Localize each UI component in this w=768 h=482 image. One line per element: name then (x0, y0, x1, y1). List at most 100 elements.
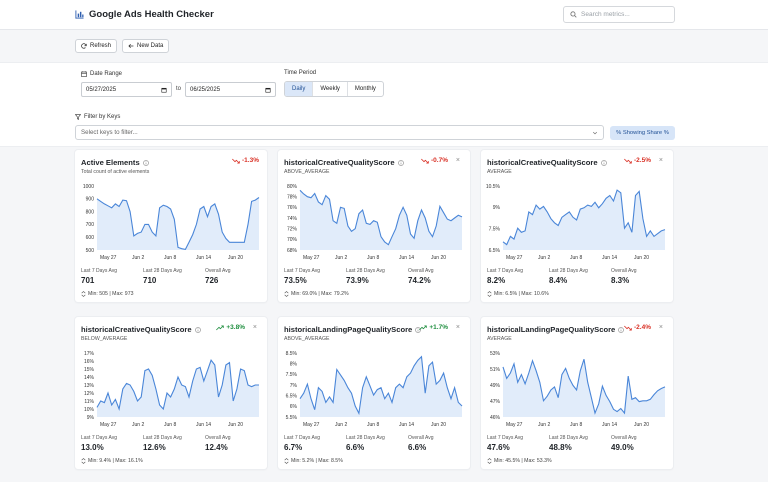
x-tick-label: Jun 8 (164, 255, 176, 261)
close-icon[interactable]: × (658, 157, 663, 164)
info-icon[interactable] (415, 326, 422, 333)
y-tick-label: 68% (287, 248, 298, 254)
start-date-input[interactable]: 05/27/2025 (81, 82, 172, 97)
refresh-button[interactable]: Refresh (75, 39, 118, 53)
stat-label: Overall Avg (611, 435, 637, 441)
chart-area (300, 190, 462, 250)
y-tick-label: 74% (287, 216, 298, 222)
card-title-text: historicalCreativeQualityScore (81, 325, 192, 334)
new-data-button[interactable]: New Data (122, 39, 170, 53)
metric-card: historicalLandingPageQualityScore AVERAGE… (481, 317, 673, 469)
card-subtitle: ABOVE_AVERAGE (284, 336, 330, 342)
change-badge: -2.5% (624, 157, 651, 164)
stat-value: 49.0% (611, 443, 634, 452)
stat-value: 726 (205, 276, 219, 285)
info-icon[interactable] (142, 159, 149, 166)
stat-label: Last 7 Days Avg (487, 268, 524, 274)
card-title: Active Elements (81, 158, 149, 167)
stat-value: 73.9% (346, 276, 369, 285)
metric-chart: 53% 51% 49% 47% 46% May 27 Jun 2 Jun 8 Jun 14 Jun… (490, 351, 666, 428)
stat-label: Overall Avg (611, 268, 637, 274)
calendar-icon[interactable] (265, 87, 271, 93)
stat-label: Overall Avg (205, 435, 231, 441)
chart-line (299, 355, 463, 416)
period-weekly-button[interactable]: Weekly (313, 82, 348, 96)
start-date-value: 05/27/2025 (86, 86, 117, 93)
x-tick-label: Jun 2 (335, 255, 347, 261)
min-max-text: Min: 9.4% | Max: 16.1% (88, 458, 143, 464)
min-max-range: Min: 9.4% | Max: 16.1% (81, 458, 143, 464)
y-tick-label: 17% (84, 351, 95, 357)
metric-chart: 10.5% 9% 7.5% 6.5% May 27 Jun 2 Jun 8 Jun 14 Jun… (486, 184, 666, 261)
card-title: historicalCreativeQualityScore (487, 158, 607, 167)
range-icon (487, 291, 492, 297)
close-icon[interactable]: × (252, 324, 257, 331)
y-tick-label: 47% (490, 399, 501, 405)
close-icon[interactable]: × (658, 324, 663, 331)
card-title: historicalLandingPageQualityScore (284, 325, 422, 334)
stat-block: Last 7 Days Avg 73.5% (284, 268, 320, 285)
calendar-icon[interactable] (161, 87, 167, 93)
x-tick-label: Jun 20 (634, 255, 649, 261)
x-tick-label: Jun 8 (570, 422, 582, 428)
x-tick-label: Jun 8 (570, 255, 582, 261)
stat-value: 13.0% (81, 443, 104, 452)
end-date-value: 06/25/2025 (190, 86, 221, 93)
period-monthly-button[interactable]: Monthly (354, 86, 376, 92)
chart-line (96, 197, 260, 251)
trend-down-icon (232, 158, 240, 164)
toolbar: Refresh New Data (75, 39, 170, 53)
metric-chart: 8.5% 8% 7.5% 7% 6.5% 6% 5.5% May 27 Jun 2 Jun 8 Ju… (286, 351, 463, 428)
stat-label: Last 28 Days Avg (143, 435, 182, 441)
refresh-label: Refresh (90, 43, 112, 49)
search-input[interactable] (581, 11, 669, 18)
min-max-range: Min: 5.2% | Max: 8.5% (284, 458, 343, 464)
y-tick-label: 6.5% (286, 393, 298, 399)
stat-value: 48.8% (549, 443, 572, 452)
y-tick-label: 76% (287, 205, 298, 211)
stat-block: Last 7 Days Avg 13.0% (81, 435, 117, 452)
x-tick-label: Jun 14 (399, 255, 414, 261)
info-icon[interactable] (397, 159, 404, 166)
card-title-text: Active Elements (81, 158, 140, 167)
info-icon[interactable] (600, 159, 607, 166)
close-icon[interactable]: × (455, 324, 460, 331)
stat-value: 6.6% (408, 443, 427, 452)
y-tick-label: 80% (287, 184, 298, 190)
stat-block: Last 28 Days Avg 12.6% (143, 435, 182, 452)
period-daily-button[interactable]: Daily (285, 82, 314, 96)
stat-label: Last 7 Days Avg (81, 435, 118, 441)
stat-value: 6.7% (284, 443, 303, 452)
end-date-input[interactable]: 06/25/2025 (185, 82, 276, 97)
y-tick-label: 7.5% (286, 372, 298, 378)
time-period-label: Time Period (284, 70, 317, 76)
trend-down-icon (421, 158, 429, 164)
close-icon[interactable]: × (455, 157, 460, 164)
chart-area (300, 356, 462, 417)
x-tick-label: Jun 20 (228, 422, 243, 428)
stat-block: Overall Avg 49.0% (611, 435, 636, 452)
app-header: Google Ads Health Checker (0, 0, 768, 30)
y-tick-label: 46% (490, 415, 501, 421)
search-box[interactable] (563, 6, 675, 23)
range-icon (81, 291, 86, 297)
showing-share-button[interactable]: % Showing Share % (610, 126, 675, 140)
info-icon[interactable] (194, 326, 201, 333)
stat-block: Last 7 Days Avg 701 (81, 268, 117, 285)
info-icon[interactable] (618, 326, 625, 333)
stat-block: Overall Avg 726 (205, 268, 230, 285)
y-tick-label: 800 (86, 209, 95, 215)
keys-select[interactable]: Select keys to filter... (75, 125, 604, 140)
stat-block: Overall Avg 12.4% (205, 435, 230, 452)
x-tick-label: May 27 (303, 255, 320, 261)
card-subtitle: AVERAGE (487, 169, 512, 175)
chart-line (299, 189, 463, 246)
stat-block: Last 28 Days Avg 48.8% (549, 435, 588, 452)
x-tick-label: Jun 14 (399, 422, 414, 428)
y-tick-label: 900 (86, 197, 95, 203)
stat-block: Last 7 Days Avg 8.2% (487, 268, 523, 285)
x-tick-label: Jun 2 (335, 422, 347, 428)
stat-label: Last 28 Days Avg (346, 268, 385, 274)
bar-chart-icon (75, 10, 84, 19)
min-max-range: Min: 6.5% | Max: 10.6% (487, 291, 549, 297)
